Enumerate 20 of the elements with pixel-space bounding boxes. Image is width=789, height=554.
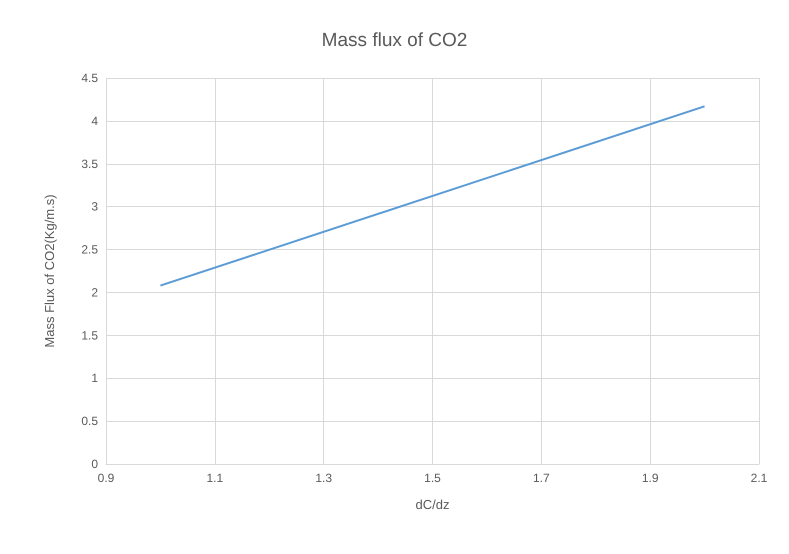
y-tick-label: 1.5: [81, 328, 98, 342]
y-tick-label: 0: [91, 457, 98, 471]
y-tick-label: 0.5: [81, 414, 98, 428]
x-tick-label: 1.3: [315, 471, 332, 485]
y-tick-label: 4: [91, 114, 98, 128]
x-tick-label: 1.5: [424, 471, 442, 485]
y-tick-label: 4.5: [81, 71, 98, 85]
x-tick-label: 1.1: [206, 471, 224, 485]
y-tick-label: 3.5: [81, 156, 98, 171]
x-tick-label: 1.9: [642, 471, 659, 485]
y-tick-label: 2: [91, 285, 98, 300]
x-axis-title: dC/dz: [416, 497, 450, 512]
y-tick-label: 3: [91, 200, 98, 214]
x-tick-label: 0.9: [98, 471, 115, 485]
y-axis-title: Mass Flux of CO2(Kg/m.s): [42, 194, 57, 348]
chart-title: Mass flux of CO2: [322, 30, 468, 51]
y-tick-label: 2.5: [81, 242, 98, 257]
x-tick-label: 2.1: [750, 471, 768, 485]
x-tick-label: 1.7: [532, 471, 550, 485]
y-tick-label: 1: [91, 371, 98, 386]
